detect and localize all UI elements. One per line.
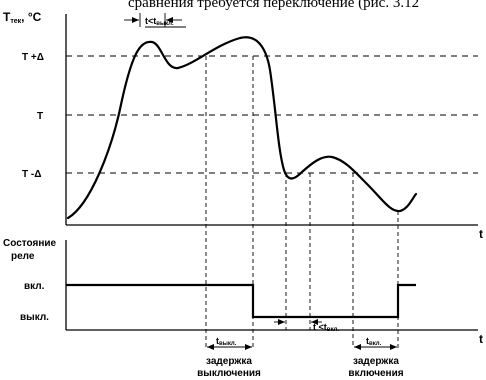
delay-on-text-line2: включения — [348, 368, 403, 379]
relay-axis-label-line1: Состояние — [3, 238, 57, 249]
temperature-axis-label: Ттек, °С — [3, 10, 42, 25]
t-on-label: tвкл. — [366, 336, 382, 347]
level-label-lower: Т -Δ — [22, 169, 41, 180]
relay-axis-label-line2: реле — [11, 251, 35, 262]
temperature-curve — [66, 36, 418, 220]
delay-on-text-line1: задержка — [353, 356, 399, 367]
delay-off-text-line1: задержка — [206, 356, 252, 367]
time-axis-label-bottom: t — [479, 332, 483, 346]
relay-state-line — [66, 283, 416, 319]
level-label-upper: Т +Δ — [22, 52, 44, 63]
time-axis-label-top: t — [479, 227, 483, 241]
annotation-top-label: t<tвыкл. — [145, 16, 174, 27]
temperature-chart: Ттек, °С t Т +Δ Т Т -Δ t<tвыкл. — [3, 10, 483, 348]
level-label-setpoint: Т — [37, 111, 43, 122]
relay-state-chart: Состояние реле t вкл. выкл. t <tвкл. tвы… — [3, 238, 483, 379]
state-label-on: вкл. — [24, 281, 45, 292]
state-label-off: выкл. — [20, 312, 49, 323]
header-clipped-text: сравнения требуется переключение (рис. 3… — [128, 0, 419, 11]
t-off-label: tвыкл. — [216, 336, 237, 347]
delay-off-text-line2: выключения — [197, 368, 261, 379]
annotation-mid-label: t <tвкл. — [313, 322, 339, 333]
